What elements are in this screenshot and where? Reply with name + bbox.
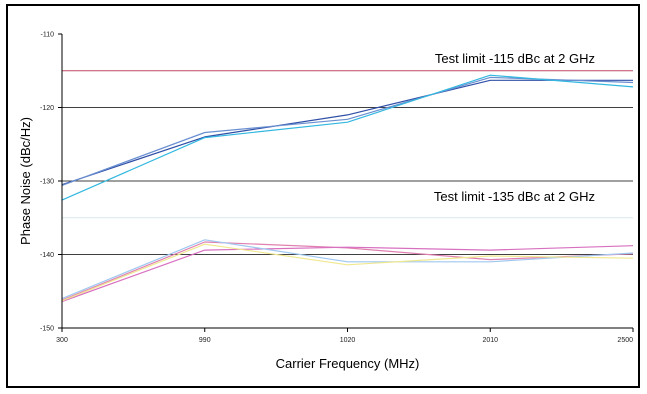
series-line-5 [61, 239, 634, 300]
y-tick-label: -130 [40, 179, 54, 186]
series-line-6 [61, 243, 634, 302]
y-tick-label: -120 [40, 105, 54, 112]
limit-lines [62, 70, 633, 219]
series-line-0 [61, 79, 633, 186]
test-limit-label-1: Test limit -135 dBc at 2 GHz [434, 189, 595, 204]
series-line-2 [61, 74, 634, 201]
x-tick-label: 990 [199, 337, 211, 344]
y-tick-label: -150 [40, 326, 54, 333]
series-line-3 [61, 241, 634, 301]
test-limit-label-0: Test limit -115 dBc at 2 GHz [435, 51, 595, 66]
series-line-4 [61, 245, 634, 303]
y-tick-label: -140 [40, 252, 54, 259]
x-tick-label: 300 [56, 337, 68, 344]
y-tick-label: -110 [41, 32, 55, 39]
grid-layer [62, 107, 633, 255]
x-axis-title: Carrier Frequency (MHz) [276, 356, 420, 371]
axis-layer [58, 33, 634, 332]
series-line-1 [61, 76, 634, 186]
x-tick-label: 1020 [340, 337, 356, 344]
chart-frame: -110 -120 -130 -140 -150 300 990 1020 2010 2500 Ca… [6, 4, 640, 388]
x-tick-label: 2010 [482, 337, 498, 344]
y-axis-title: Phase Noise (dBc/Hz) [18, 117, 33, 245]
series-layer [61, 74, 634, 303]
x-tick-label: 2500 [617, 337, 633, 344]
